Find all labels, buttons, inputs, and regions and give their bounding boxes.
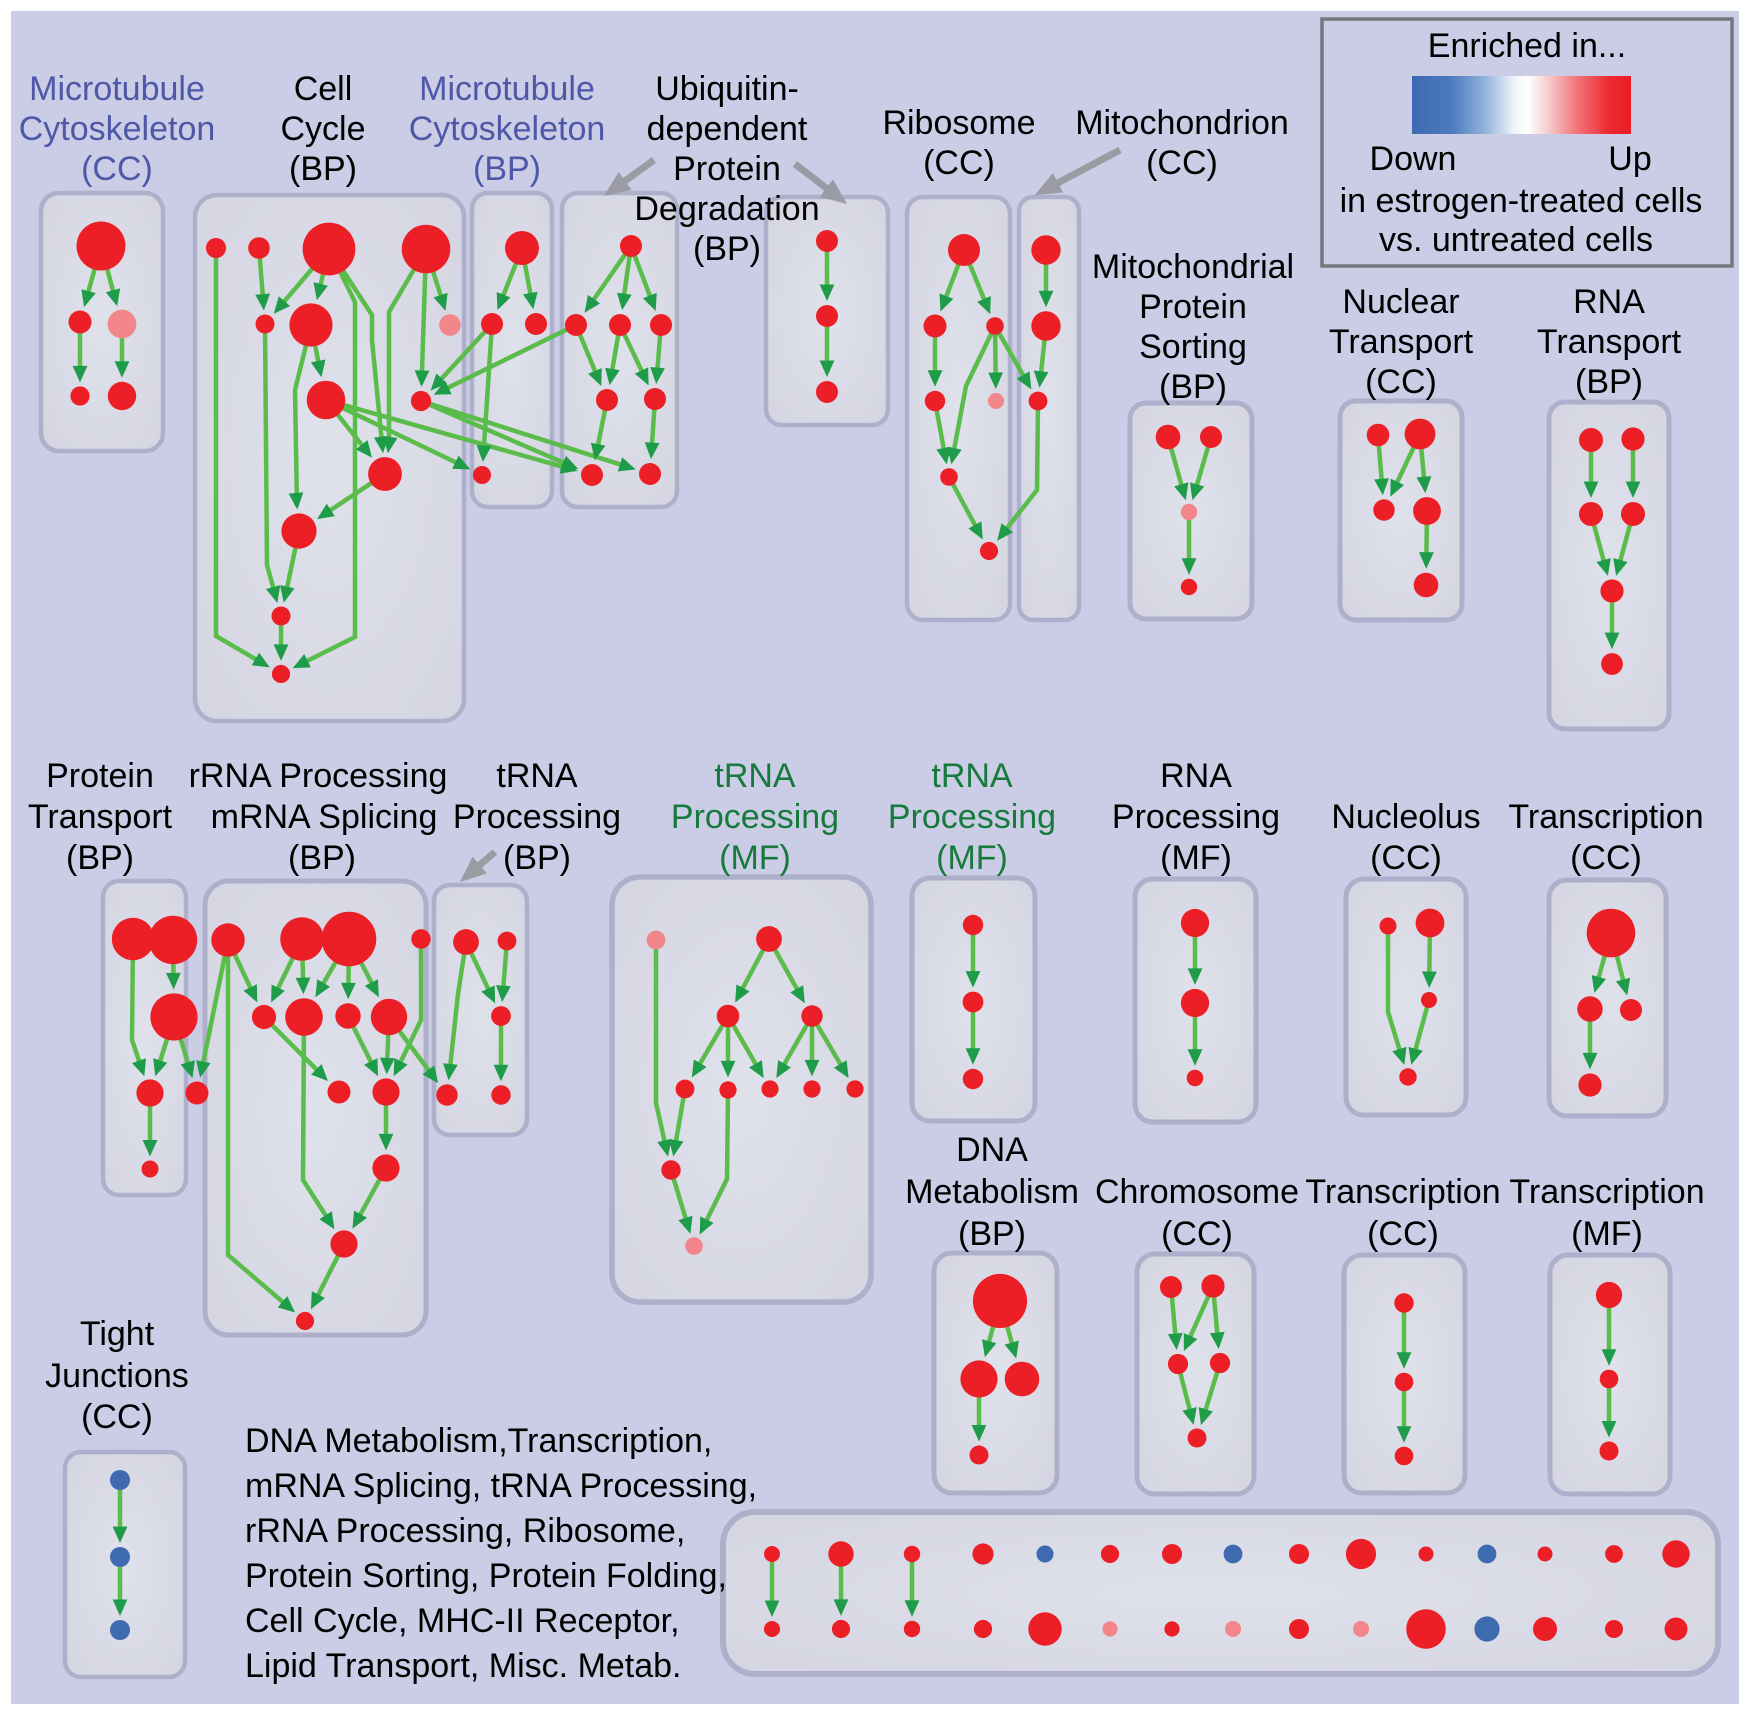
svg-text:rRNA Processing, Ribosome,: rRNA Processing, Ribosome, — [245, 1512, 685, 1550]
svg-text:Tight: Tight — [80, 1315, 155, 1353]
svg-text:Mitochondrial: Mitochondrial — [1092, 248, 1294, 286]
svg-text:dependent: dependent — [647, 110, 808, 148]
svg-text:Nucleolus: Nucleolus — [1331, 798, 1480, 836]
svg-text:(BP): (BP) — [693, 230, 761, 268]
svg-text:(CC): (CC) — [923, 144, 995, 182]
svg-text:mRNA Splicing: mRNA Splicing — [211, 798, 438, 836]
svg-text:vs. untreated cells: vs. untreated cells — [1379, 221, 1653, 259]
svg-text:tRNA: tRNA — [931, 757, 1013, 795]
svg-text:(BP): (BP) — [1575, 363, 1643, 401]
svg-text:Protein Sorting, Protein Foldi: Protein Sorting, Protein Folding, — [245, 1557, 727, 1595]
svg-text:(CC): (CC) — [81, 150, 153, 188]
svg-text:Ubiquitin-: Ubiquitin- — [655, 70, 799, 108]
svg-text:(BP): (BP) — [1159, 368, 1227, 406]
svg-text:tRNA: tRNA — [496, 757, 578, 795]
svg-text:Cycle: Cycle — [280, 110, 365, 148]
svg-text:tRNA: tRNA — [714, 757, 796, 795]
svg-text:(MF): (MF) — [936, 839, 1008, 877]
svg-text:Transcription: Transcription — [1305, 1173, 1500, 1211]
svg-text:DNA: DNA — [956, 1131, 1028, 1169]
svg-text:Degradation: Degradation — [634, 190, 819, 228]
svg-text:Transcription: Transcription — [1509, 1173, 1704, 1211]
svg-text:(CC): (CC) — [1370, 839, 1442, 877]
svg-text:Transport: Transport — [28, 798, 173, 836]
svg-text:Junctions: Junctions — [45, 1357, 189, 1395]
svg-text:(BP): (BP) — [473, 150, 541, 188]
svg-text:Protein: Protein — [46, 757, 154, 795]
svg-text:(BP): (BP) — [958, 1215, 1026, 1253]
svg-text:Chromosome: Chromosome — [1095, 1173, 1299, 1211]
svg-text:RNA: RNA — [1573, 283, 1645, 321]
svg-text:(CC): (CC) — [1570, 839, 1642, 877]
svg-text:Cytoskeleton: Cytoskeleton — [409, 110, 606, 148]
svg-text:Transport: Transport — [1537, 323, 1682, 361]
svg-text:(BP): (BP) — [503, 839, 571, 877]
svg-text:(CC): (CC) — [1367, 1215, 1439, 1253]
svg-text:(CC): (CC) — [1146, 144, 1218, 182]
svg-text:Protein: Protein — [1139, 288, 1247, 326]
svg-text:Enriched in...: Enriched in... — [1428, 27, 1626, 65]
svg-text:Sorting: Sorting — [1139, 328, 1247, 366]
svg-text:(BP): (BP) — [288, 839, 356, 877]
svg-text:(CC): (CC) — [81, 1398, 153, 1436]
svg-text:Metabolism: Metabolism — [905, 1173, 1079, 1211]
svg-text:(CC): (CC) — [1365, 363, 1437, 401]
svg-text:Protein: Protein — [673, 150, 781, 188]
svg-text:in estrogen-treated cells: in estrogen-treated cells — [1340, 182, 1703, 220]
svg-text:Transcription: Transcription — [1508, 798, 1703, 836]
svg-text:(MF): (MF) — [1571, 1215, 1643, 1253]
svg-text:Cytoskeleton: Cytoskeleton — [19, 110, 216, 148]
svg-text:Processing: Processing — [1112, 798, 1280, 836]
svg-text:(MF): (MF) — [719, 839, 791, 877]
svg-text:Up: Up — [1608, 140, 1651, 178]
svg-text:mRNA Splicing, tRNA Processing: mRNA Splicing, tRNA Processing, — [245, 1467, 757, 1505]
svg-text:Mitochondrion: Mitochondrion — [1075, 104, 1289, 142]
svg-text:(MF): (MF) — [1160, 839, 1232, 877]
svg-text:Ribosome: Ribosome — [882, 104, 1035, 142]
svg-text:(BP): (BP) — [66, 839, 134, 877]
svg-text:(CC): (CC) — [1161, 1215, 1233, 1253]
svg-text:(BP): (BP) — [289, 150, 357, 188]
svg-text:Processing: Processing — [453, 798, 621, 836]
svg-text:Transport: Transport — [1329, 323, 1474, 361]
svg-text:Lipid Transport, Misc. Metab.: Lipid Transport, Misc. Metab. — [245, 1647, 682, 1685]
svg-text:Nuclear: Nuclear — [1342, 283, 1459, 321]
svg-text:Microtubule: Microtubule — [29, 70, 205, 108]
svg-text:DNA Metabolism,Transcription,: DNA Metabolism,Transcription, — [245, 1422, 712, 1460]
svg-text:Processing: Processing — [671, 798, 839, 836]
svg-text:rRNA Processing: rRNA Processing — [189, 757, 448, 795]
svg-text:RNA: RNA — [1160, 757, 1232, 795]
svg-text:Microtubule: Microtubule — [419, 70, 595, 108]
svg-text:Down: Down — [1370, 140, 1457, 178]
svg-text:Cell Cycle, MHC-II Receptor,: Cell Cycle, MHC-II Receptor, — [245, 1602, 680, 1640]
svg-text:Processing: Processing — [888, 798, 1056, 836]
svg-text:Cell: Cell — [294, 70, 353, 108]
